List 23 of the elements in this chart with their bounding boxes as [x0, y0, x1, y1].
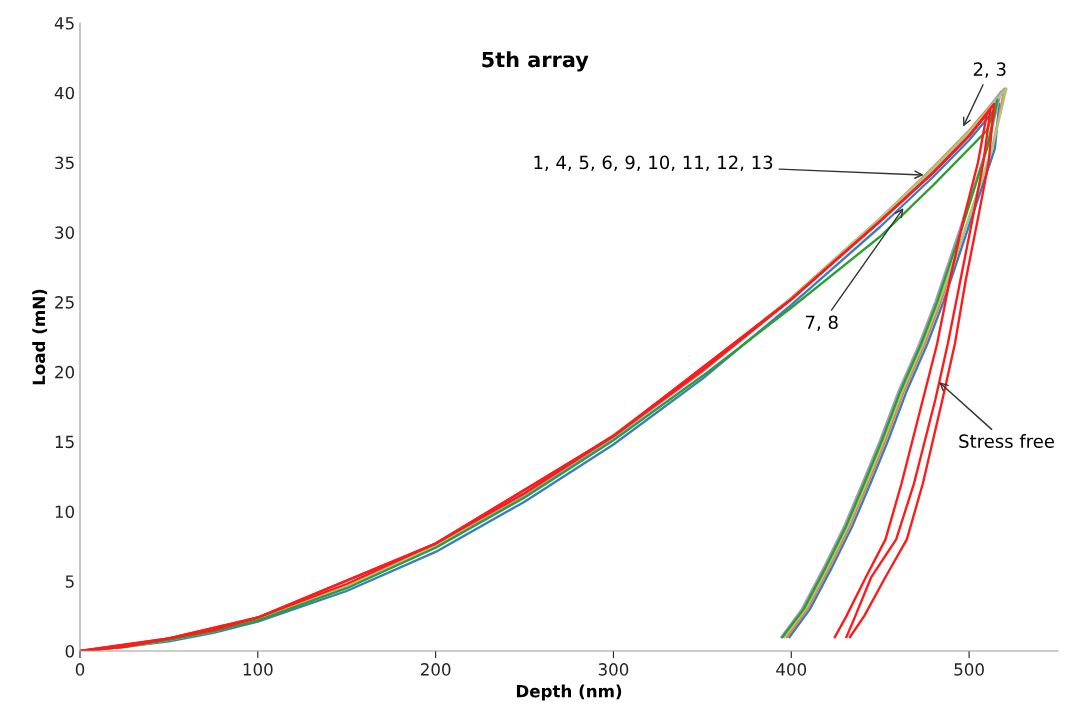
y-tick-label: 0: [65, 644, 75, 658]
y-axis-title: Load (mN): [32, 289, 48, 385]
x-tick-label: 300: [598, 663, 629, 676]
y-tick-label: 10: [55, 505, 75, 519]
x-tick-label: 500: [954, 663, 984, 676]
y-tick-label: 40: [54, 86, 75, 100]
annotation: 7, 8: [806, 315, 838, 331]
text: 5th array: [482, 51, 589, 72]
x-tick-label: 400: [776, 663, 807, 676]
annotation: 2, 3: [973, 62, 1006, 78]
y-tick-label: 20: [55, 365, 75, 379]
y-tick-label: 35: [55, 156, 74, 170]
y-tick-label: 5: [65, 575, 74, 588]
x-tick-label: 0: [75, 663, 85, 676]
annotation: 1, 4, 5, 6, 9, 10, 11, 12, 13: [534, 155, 773, 172]
y-tick-label: 25: [55, 296, 74, 309]
x-tick-label: 100: [243, 663, 273, 676]
y-tick-label: 45: [54, 17, 74, 30]
y-tick-label: 15: [55, 435, 74, 449]
x-axis-title: Depth (nm): [516, 684, 622, 701]
x-tick-label: 200: [420, 663, 451, 676]
annotation: Stress free: [959, 434, 1054, 448]
y-tick-label: 30: [55, 226, 75, 239]
